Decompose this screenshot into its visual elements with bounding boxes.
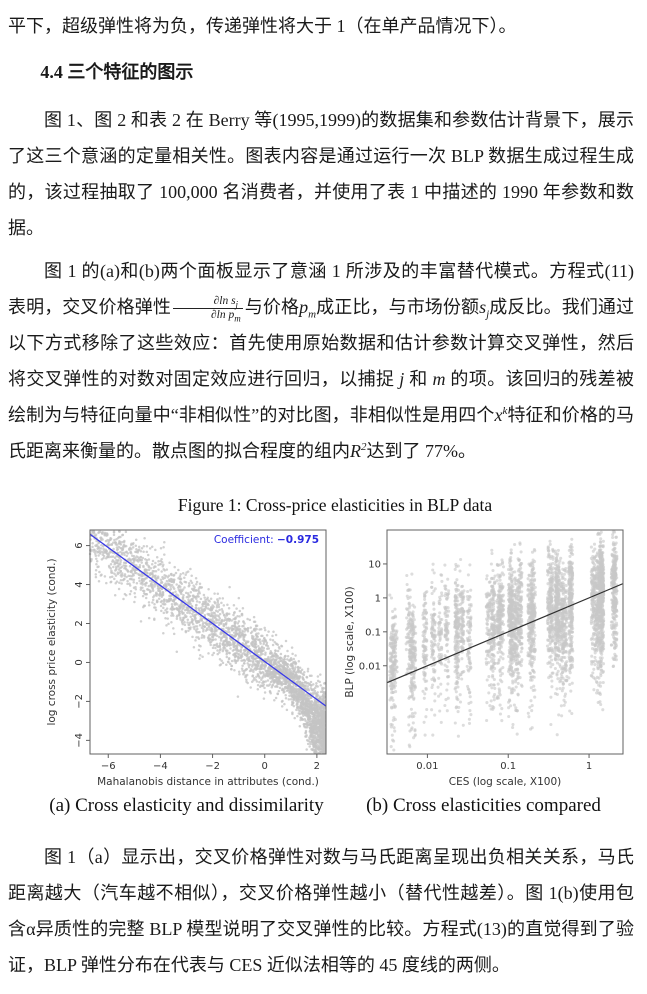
math-var: x [494,405,503,425]
paragraph-2: 图 1 的(a)和(b)两个面板显示了意涵 1 所涉及的丰富替代模式。方程式(1… [8,261,635,461]
svg-text:−6: −6 [101,761,116,772]
svg-text:−2: −2 [205,761,220,772]
math-var: j [399,369,405,389]
svg-text:0: 0 [74,659,85,665]
section-heading: 4.4 三个特征的图示 [40,62,194,82]
svg-text:−4: −4 [74,733,85,748]
panel-b: 0.01 0.1 1 10 1 0.1 0.01 BLP (log scale, X100) C… [339,524,628,817]
math-var: s [479,297,487,317]
svg-text:0: 0 [262,761,268,772]
panel-b-caption: (b) Cross elasticities compared [366,795,601,816]
coefficient-annotation: Coefficient: −0.975 [214,534,319,546]
paragraph-3: 图 1（a）显示出，交叉价格弹性对数与马氏距离呈现出负相关关系，马氏距离越大（汽… [8,847,634,975]
inline-fraction: ∂ln sj ∂ln pm [172,295,243,323]
math-var: m [432,369,446,389]
x-axis-label: CES (log scale, X100) [449,776,561,788]
x-axis-label: Mahalanobis distance in attributes (cond… [97,776,319,788]
svg-text:2: 2 [314,761,320,772]
paragraph-1: 图 1、图 2 和表 2 在 Berry 等(1995,1999)的数据集和参数… [8,110,634,238]
panel-a-plot: −6 −4 −2 0 2 6 4 2 0 −2 −4 log cross price elastici… [46,529,327,788]
regression-line [89,533,327,707]
figure-title: Figure 1: Cross-price elasticities in BL… [177,495,493,515]
figure-1: Figure 1: Cross-price elasticities in BL… [8,495,634,817]
scatter-points [388,530,619,752]
scatter-points [88,530,326,755]
paragraph-continuation: 平下，超级弹性将为负，传递弹性将大于 1（在单产品情况下）。 [8,16,517,36]
math-var: R [350,441,361,461]
panel-a: −6 −4 −2 0 2 6 4 2 0 −2 −4 log cross price elastici… [42,524,331,817]
svg-text:−2: −2 [74,694,85,709]
svg-text:2: 2 [74,620,85,626]
figure-panels: −6 −4 −2 0 2 6 4 2 0 −2 −4 log cross price elastici… [8,524,634,817]
panel-a-caption: (a) Cross elasticity and dissimilarity [49,795,324,816]
svg-text:4: 4 [74,581,85,587]
plot-box [386,529,624,755]
plot-box [89,529,327,755]
svg-text:6: 6 [74,542,85,548]
math-var: p [299,297,309,317]
svg-text:−4: −4 [153,761,168,772]
y-axis-label: log cross price elasticity (cond.) [46,558,58,725]
y-axis-label: BLP (log scale, X100) [344,586,356,697]
identity-line [386,583,624,684]
